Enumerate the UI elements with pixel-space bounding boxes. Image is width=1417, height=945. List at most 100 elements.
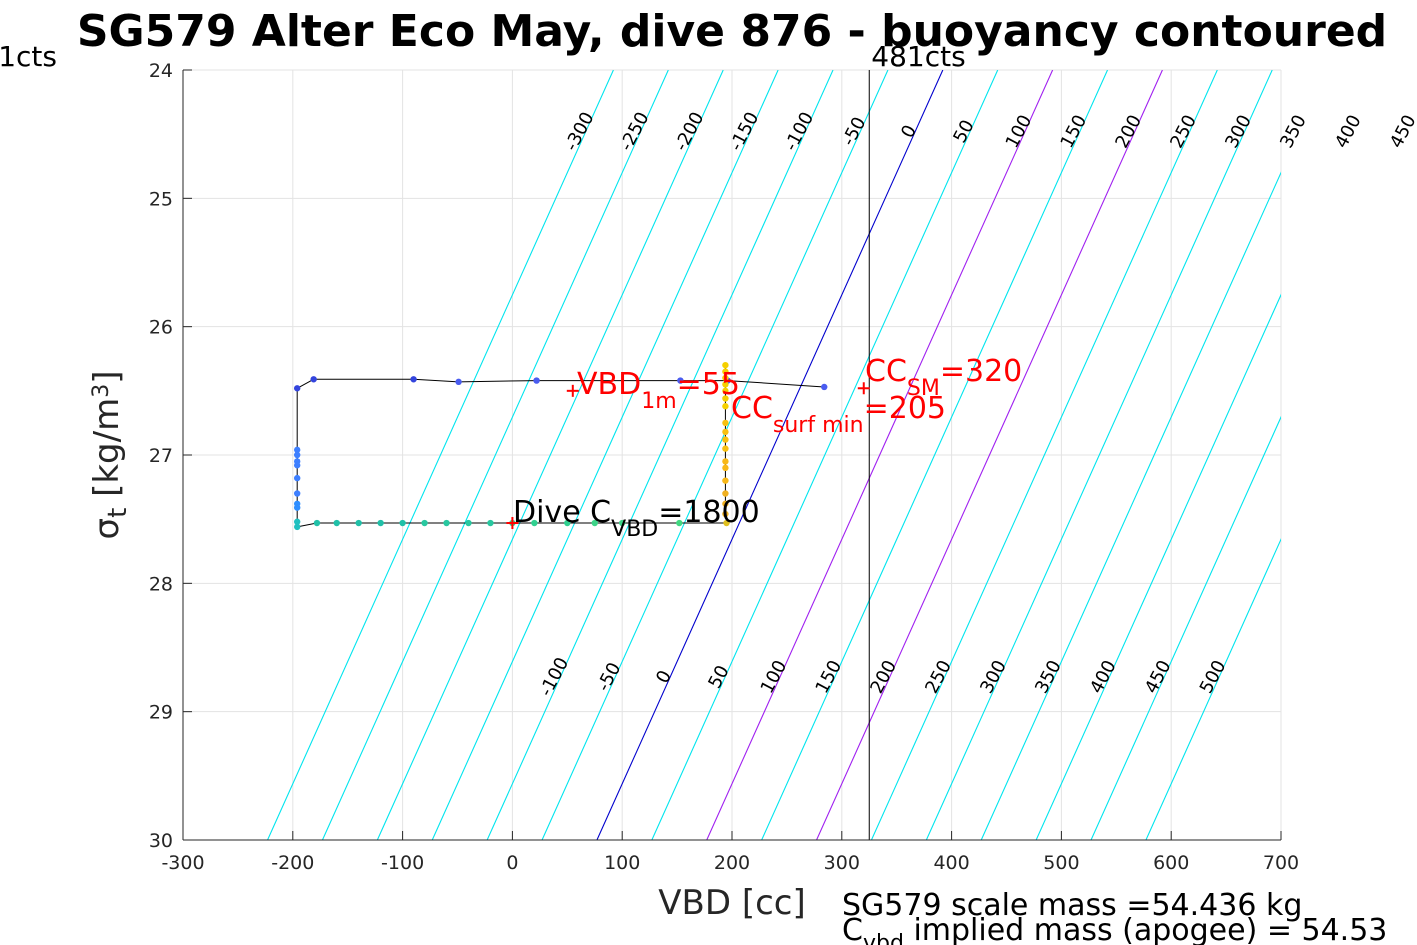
contour-line bbox=[321, 70, 669, 840]
data-point bbox=[722, 361, 729, 369]
data-point bbox=[722, 368, 729, 375]
data-point bbox=[455, 378, 462, 386]
data-point bbox=[310, 376, 317, 383]
x-tick-label: 500 bbox=[1043, 852, 1079, 874]
x-tick-label: 600 bbox=[1153, 852, 1189, 874]
data-point bbox=[722, 419, 729, 427]
dive-cvbd-annotation: Dive CVBD=1800 bbox=[513, 495, 760, 542]
data-point bbox=[293, 490, 301, 497]
contour-line bbox=[541, 70, 889, 840]
y-label-sub: t bbox=[103, 508, 133, 518]
contour-lines bbox=[267, 70, 1281, 840]
contour-line bbox=[486, 70, 834, 840]
data-point bbox=[722, 381, 729, 388]
cc-sm-text: CC bbox=[865, 354, 907, 389]
contour-line bbox=[376, 70, 724, 840]
data-point bbox=[722, 490, 729, 497]
data-point bbox=[677, 377, 684, 384]
data-point bbox=[676, 519, 683, 527]
data-point bbox=[564, 519, 571, 527]
data-point bbox=[377, 519, 384, 527]
data-point bbox=[421, 519, 428, 527]
data-point bbox=[293, 523, 301, 531]
data-point bbox=[293, 518, 301, 525]
cc-sm-sub: SM bbox=[907, 376, 940, 401]
markers bbox=[506, 382, 870, 530]
contour-line bbox=[706, 70, 1054, 840]
data-point bbox=[443, 519, 450, 527]
data-point bbox=[619, 519, 626, 527]
data-point bbox=[722, 387, 729, 395]
data-point bbox=[487, 519, 494, 527]
data-point bbox=[722, 374, 729, 382]
cc-sm-annotation: CCSM=320 bbox=[865, 354, 1022, 401]
y-tick-label: 29 bbox=[149, 702, 173, 724]
data-point bbox=[722, 395, 729, 402]
implied-mass-value: implied mass (apogee) = 54.53 bbox=[904, 913, 1388, 945]
data-point bbox=[355, 519, 362, 527]
data-point bbox=[722, 458, 729, 465]
data-point bbox=[293, 451, 301, 459]
contour-line bbox=[980, 171, 1281, 840]
data-point bbox=[591, 519, 598, 527]
y-tick-label: 26 bbox=[149, 317, 173, 339]
contour-line bbox=[1090, 415, 1281, 840]
y-ticks: 24 25 26 27 28 29 30 bbox=[149, 60, 192, 852]
contour-line bbox=[925, 70, 1273, 840]
data-point bbox=[293, 385, 301, 392]
contour-line bbox=[596, 70, 944, 840]
cc-surf-sub: surf min bbox=[773, 413, 864, 438]
data-point bbox=[293, 462, 301, 469]
data-point bbox=[399, 519, 406, 527]
y-label-units: [kg/m bbox=[87, 398, 127, 508]
data-point bbox=[293, 474, 301, 482]
contour-line bbox=[870, 70, 1218, 840]
data-point bbox=[333, 519, 340, 527]
implied-mass-c: C bbox=[842, 913, 863, 945]
x-tick-label: -300 bbox=[161, 852, 204, 874]
dive-cvbd-value: =1800 bbox=[658, 495, 759, 530]
data-point bbox=[821, 383, 828, 391]
x-tick-label: 100 bbox=[604, 852, 640, 874]
contour-line bbox=[816, 70, 1163, 840]
contour-line bbox=[1145, 537, 1281, 840]
data-series bbox=[293, 361, 828, 531]
y-tick-label: 28 bbox=[149, 573, 173, 595]
scale-mass-text: SG579 scale mass =54.436 kg bbox=[842, 888, 1302, 923]
y-label-symbol: σ bbox=[87, 518, 127, 540]
count-label: 1cts bbox=[0, 40, 57, 73]
data-point bbox=[722, 477, 729, 484]
contour-line bbox=[1035, 293, 1281, 840]
data-point bbox=[722, 464, 729, 472]
data-point bbox=[722, 436, 729, 443]
x-tick-label: 400 bbox=[933, 852, 969, 874]
vbd-1m-sub: 1m bbox=[641, 389, 676, 414]
dive-cvbd-sub: VBD bbox=[611, 517, 658, 542]
x-tick-label: -200 bbox=[271, 852, 314, 874]
contour-line bbox=[431, 70, 779, 840]
data-point bbox=[722, 500, 729, 507]
contour-line bbox=[761, 70, 1109, 840]
data-point bbox=[410, 376, 417, 383]
y-label-units-close: ] bbox=[87, 371, 127, 384]
contour-line bbox=[651, 70, 999, 840]
dive-cvbd-text: Dive C bbox=[513, 495, 611, 530]
x-tick-label: 0 bbox=[506, 852, 518, 874]
cc-surf-value: =205 bbox=[864, 391, 946, 426]
grid bbox=[183, 69, 1282, 841]
x-tick-label: 300 bbox=[824, 852, 860, 874]
data-point bbox=[531, 519, 538, 527]
vbd-1m-value: =55 bbox=[677, 367, 740, 402]
cc-surf-annotation: CCsurf min=205 bbox=[731, 391, 946, 438]
implied-mass-sub: vbd bbox=[863, 931, 904, 945]
y-axis-label: σt [kg/m3] bbox=[87, 371, 133, 540]
contour-line bbox=[267, 70, 614, 840]
data-point bbox=[313, 519, 321, 527]
x-tick-label: -100 bbox=[381, 852, 424, 874]
vbd-1m-text: VBD bbox=[577, 367, 641, 402]
data-point bbox=[293, 504, 301, 511]
data-point bbox=[722, 403, 729, 410]
x-tick-label: 700 bbox=[1263, 852, 1299, 874]
chart-title: SG579 Alter Eco May, dive 876 - buoyancy… bbox=[77, 6, 1387, 57]
